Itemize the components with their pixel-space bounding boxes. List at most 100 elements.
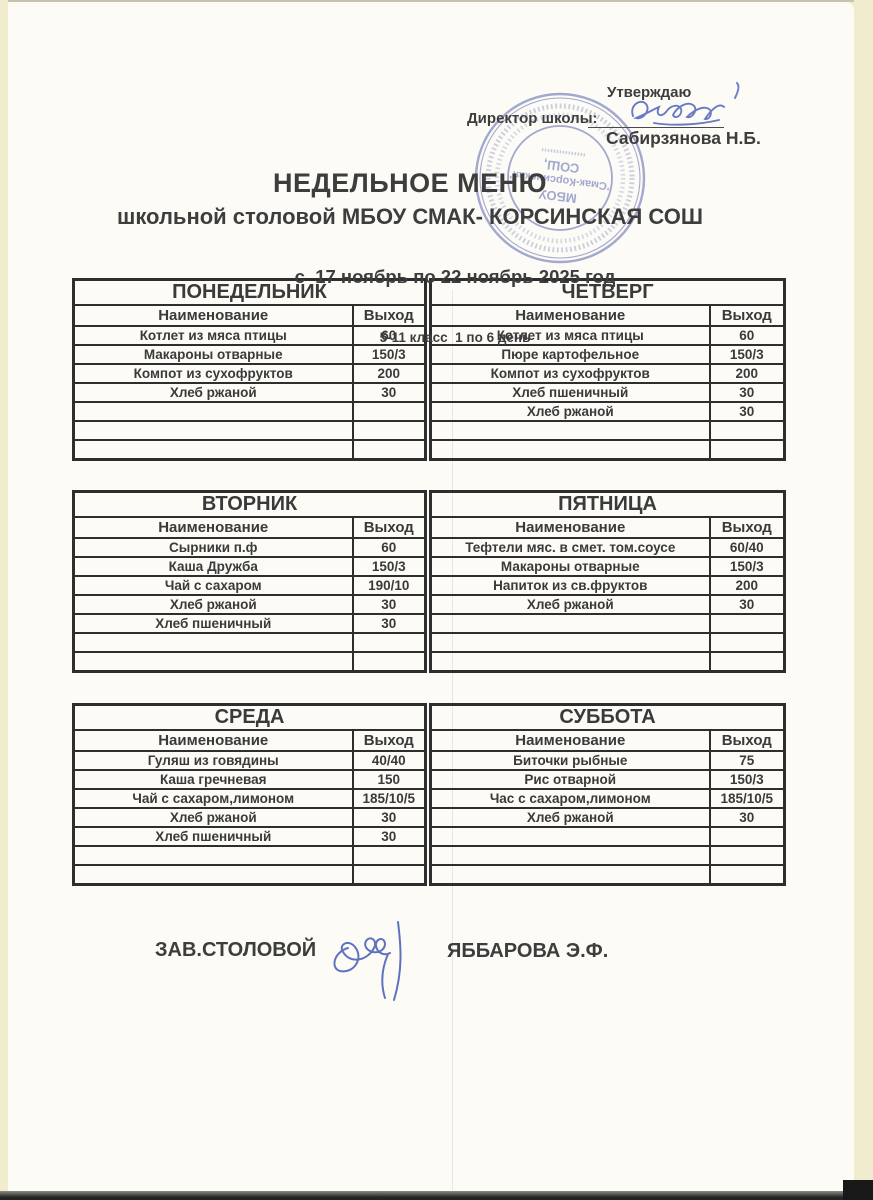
table-row: Хлеб ржаной 30 <box>72 594 427 615</box>
column-header-output: Выход <box>351 729 427 752</box>
table-row <box>429 439 786 460</box>
menu-table-wednesday: СРЕДА Наименование Выход Гуляш из говяди… <box>72 703 428 886</box>
menu-item-output: 150/3 <box>708 556 786 577</box>
director-name: Сабирзянова Н.Б. <box>606 128 761 148</box>
menu-class-line: 5-11 класс 1 по 6 день <box>379 330 531 345</box>
menu-item-output: 60 <box>708 325 786 346</box>
menu-item-name: Хлеб пшеничный <box>72 613 354 634</box>
table-row <box>72 632 427 653</box>
table-row: Каша Дружба 150/3 <box>72 556 427 577</box>
school-round-stamp: МБОУ "Смак-Корсинская" СОШ, <box>474 92 646 264</box>
menu-item-output <box>708 845 786 866</box>
menu-item-output: 185/10/5 <box>708 788 786 809</box>
menu-block-2: ВТОРНИК Наименование Выход Сырники п.ф 60… <box>72 490 787 673</box>
table-row: Хлеб ржаной 30 <box>429 594 786 615</box>
approve-label: Утверждаю <box>607 84 692 101</box>
table-row: Хлеб ржаной 30 <box>429 401 786 422</box>
menu-item-name: Пюре картофельное <box>429 344 711 365</box>
menu-date-range: с 17 ноябрь по 22 ноябрь 2025 год <box>294 266 616 287</box>
menu-item-output: 150 <box>351 769 427 790</box>
menu-item-name: Каша гречневая <box>72 769 354 790</box>
day-title-tuesday: ВТОРНИК <box>72 490 427 518</box>
menu-item-output <box>708 439 786 460</box>
column-header-name: Наименование <box>72 304 354 327</box>
menu-item-name <box>72 401 354 422</box>
menu-item-output <box>708 613 786 634</box>
table-row: Чай с сахаром 190/10 <box>72 575 427 596</box>
menu-item-output <box>351 651 427 672</box>
table-row <box>429 632 786 653</box>
table-row: Час с сахаром,лимоном 185/10/5 <box>429 788 786 809</box>
menu-item-output: 185/10/5 <box>351 788 427 809</box>
table-row: Котлет из мяса птицы 60 <box>72 325 427 346</box>
menu-item-output: 60 <box>351 325 427 346</box>
menu-item-output: 150/3 <box>708 344 786 365</box>
table-row: Компот из сухофруктов 200 <box>72 363 427 384</box>
menu-item-output: 30 <box>351 594 427 615</box>
canteen-manager-label: ЗАВ.СТОЛОВОЙ <box>155 939 317 961</box>
menu-item-name <box>429 864 711 885</box>
menu-item-name <box>429 420 711 441</box>
menu-item-output: 60 <box>351 537 427 558</box>
scan-edge-top <box>8 0 854 2</box>
menu-item-name <box>72 864 354 885</box>
menu-title: НЕДЕЛЬНОЕ МЕНЮ <box>273 168 547 198</box>
menu-item-name: Хлеб ржаной <box>72 594 354 615</box>
menu-item-output <box>708 420 786 441</box>
menu-item-output: 30 <box>351 382 427 403</box>
menu-item-output <box>351 864 427 885</box>
menu-item-name <box>429 651 711 672</box>
menu-item-name <box>72 439 354 460</box>
menu-item-name: Хлеб ржаной <box>72 807 354 828</box>
menu-item-name <box>429 439 711 460</box>
table-row <box>429 864 786 885</box>
menu-item-name <box>429 632 711 653</box>
canteen-manager-name: ЯББАРОВА Э.Ф. <box>447 940 609 962</box>
menu-item-name: Чай с сахаром <box>72 575 354 596</box>
table-row: Хлеб ржаной 30 <box>429 807 786 828</box>
menu-item-name <box>429 845 711 866</box>
table-row <box>72 401 427 422</box>
canteen-manager-signature <box>333 921 402 1001</box>
menu-item-output: 40/40 <box>351 750 427 771</box>
table-row: Хлеб пшеничный 30 <box>429 382 786 403</box>
menu-item-output: 60/40 <box>708 537 786 558</box>
director-signature <box>631 100 725 126</box>
menu-item-output <box>351 845 427 866</box>
table-row <box>429 845 786 866</box>
menu-item-output: 30 <box>708 401 786 422</box>
menu-item-name: Макароны отварные <box>72 344 354 365</box>
menu-item-output <box>708 651 786 672</box>
menu-item-output: 150/3 <box>708 769 786 790</box>
day-title-saturday: СУББОТА <box>429 703 786 731</box>
column-header-output: Выход <box>708 516 786 539</box>
column-header-output: Выход <box>708 304 786 327</box>
menu-item-name: Хлеб пшеничный <box>429 382 711 403</box>
menu-item-name: Биточки рыбные <box>429 750 711 771</box>
menu-item-output <box>351 439 427 460</box>
table-row: Макароны отварные 150/3 <box>72 344 427 365</box>
table-row <box>72 845 427 866</box>
column-header-name: Наименование <box>72 729 354 752</box>
menu-item-name: Хлеб ржаной <box>429 401 711 422</box>
menu-item-name: Рис отварной <box>429 769 711 790</box>
table-row: Рис отварной 150/3 <box>429 769 786 790</box>
table-row: Пюре картофельное 150/3 <box>429 344 786 365</box>
menu-item-output: 200 <box>708 363 786 384</box>
menu-item-output: 200 <box>708 575 786 596</box>
column-header-name: Наименование <box>429 304 711 327</box>
menu-item-output: 30 <box>708 382 786 403</box>
menu-item-name: Котлет из мяса птицы <box>72 325 354 346</box>
day-title-monday: ПОНЕДЕЛЬНИК <box>72 278 427 306</box>
table-row: Каша гречневая 150 <box>72 769 427 790</box>
menu-item-output <box>351 401 427 422</box>
table-row: Чай с сахаром,лимоном 185/10/5 <box>72 788 427 809</box>
menu-item-name <box>72 632 354 653</box>
menu-item-name: Макароны отварные <box>429 556 711 577</box>
column-header-name: Наименование <box>72 516 354 539</box>
table-row: Котлет из мяса птицы 60 <box>429 325 786 346</box>
table-row: Напиток из св.фруктов 200 <box>429 575 786 596</box>
menu-item-name: Хлеб ржаной <box>429 807 711 828</box>
menu-item-output: 200 <box>351 363 427 384</box>
column-header-name: Наименование <box>429 729 711 752</box>
